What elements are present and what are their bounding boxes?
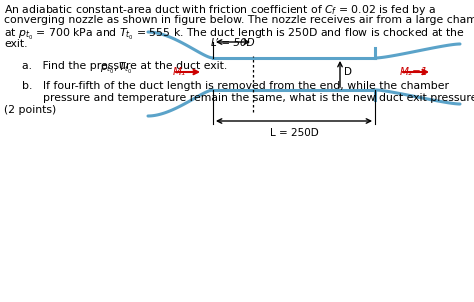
Text: M₁: M₁ [173,67,186,77]
Text: converging nozzle as shown in figure below. The nozzle receives air from a large: converging nozzle as shown in figure bel… [4,15,474,25]
Text: (2 points): (2 points) [4,105,56,115]
Text: M₂=1: M₂=1 [400,67,428,77]
Text: at $p_{t_0}$ = 700 kPa and $T_{t_0}$ = 555 k. The duct length is 250D and flow i: at $p_{t_0}$ = 700 kPa and $T_{t_0}$ = 5… [4,27,465,42]
Text: D: D [344,67,352,77]
Text: pressure and temperature remain the same, what is the new duct exit pressure?: pressure and temperature remain the same… [22,93,474,103]
Text: b.   If four-fifth of the duct length is removed from the end, while the chamber: b. If four-fifth of the duct length is r… [22,81,449,91]
Text: $p_{t_0}, T_{t_0}$: $p_{t_0}, T_{t_0}$ [100,60,133,76]
Text: exit.: exit. [4,39,27,49]
Text: L = 250D: L = 250D [270,128,319,138]
Text: L’ = 50D: L’ = 50D [211,38,255,48]
Text: a.   Find the pressure at the duct exit.: a. Find the pressure at the duct exit. [22,61,227,71]
Text: An adiabatic constant-area duct with friction coefficient of $\mathit{C_f}$ = 0.: An adiabatic constant-area duct with fri… [4,3,436,17]
